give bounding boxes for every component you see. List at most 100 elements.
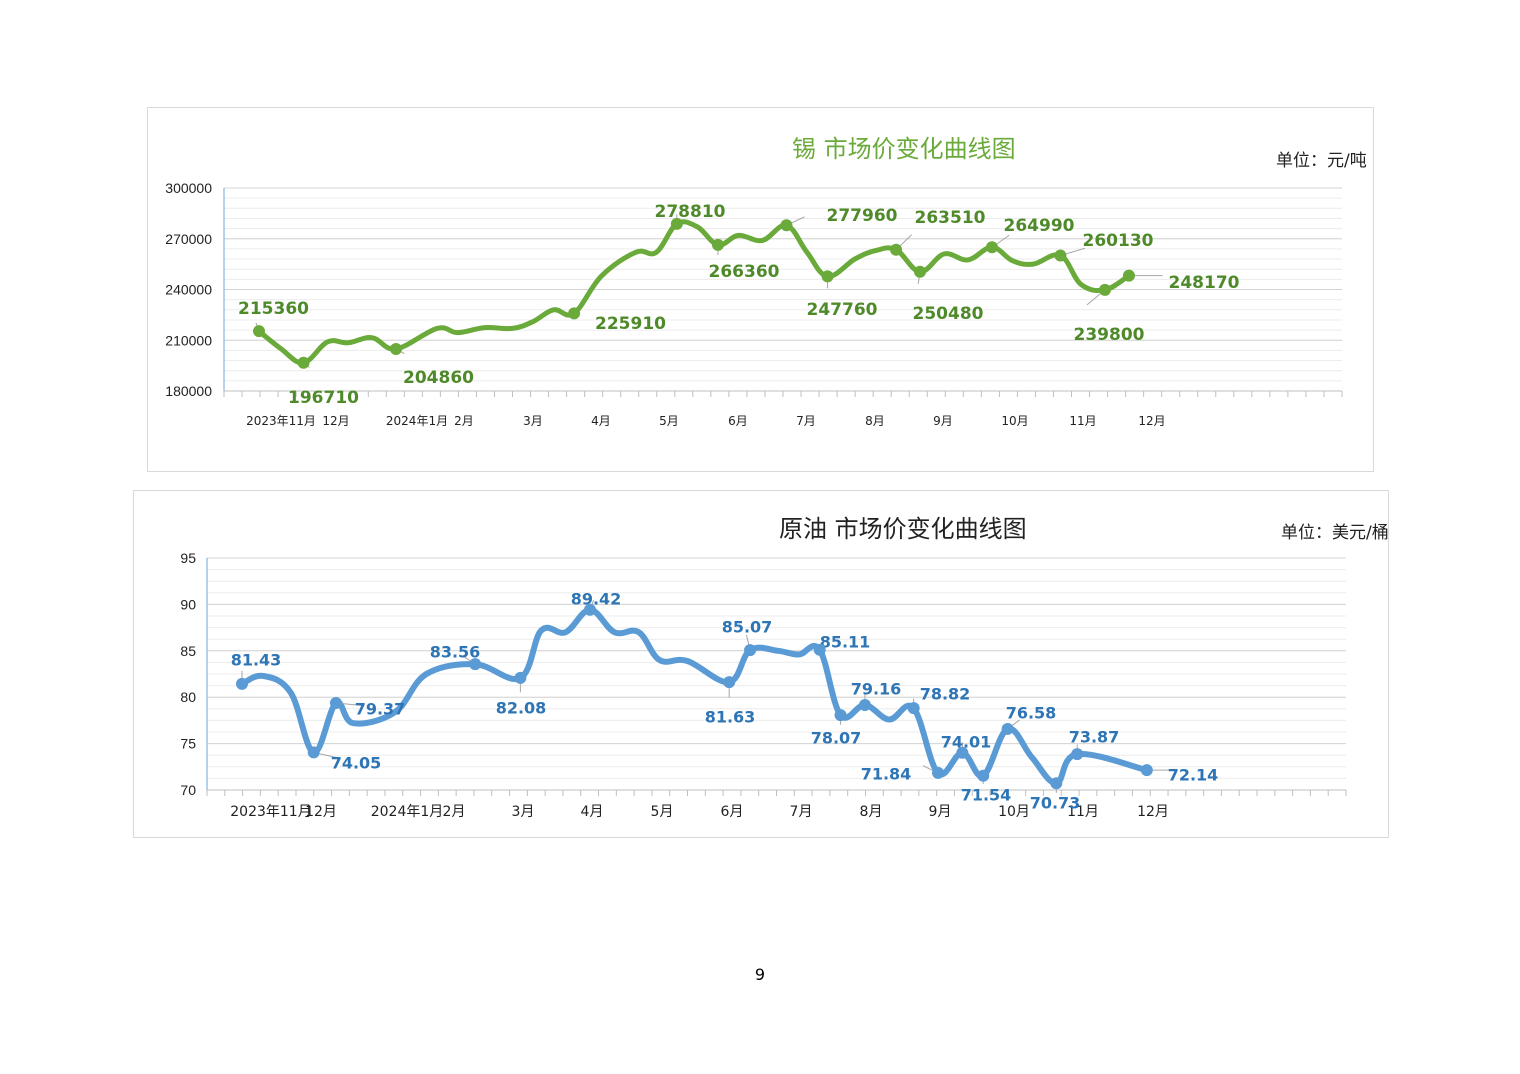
data-label: 70.73 — [1030, 794, 1081, 813]
page-number: 9 — [754, 965, 766, 984]
x-tick-label: 5月 — [659, 414, 679, 428]
data-label: 81.63 — [705, 708, 756, 727]
x-tick-label: 8月 — [865, 414, 885, 428]
x-tick-label: 12月 — [322, 414, 349, 428]
data-point — [1098, 283, 1111, 296]
data-label: 78.07 — [811, 729, 862, 748]
data-point — [780, 219, 793, 232]
data-label: 81.43 — [231, 651, 282, 670]
data-label: 277960 — [827, 206, 898, 226]
x-tick-label: 6月 — [728, 414, 748, 428]
data-point — [977, 769, 990, 782]
data-label: 250480 — [913, 304, 984, 324]
data-point — [711, 238, 724, 251]
chart-title: 锡 市场价变化曲线图 — [792, 135, 1016, 163]
data-point — [834, 709, 847, 722]
x-tick-label: 12月 — [1138, 414, 1165, 428]
data-label: 76.58 — [1006, 704, 1057, 723]
data-point — [1122, 269, 1135, 282]
data-point — [469, 658, 482, 671]
data-point — [907, 702, 920, 715]
data-label: 78.82 — [920, 685, 971, 704]
y-tick-label: 75 — [180, 736, 196, 752]
data-label: 248170 — [1169, 273, 1240, 293]
y-tick-label: 85 — [180, 643, 196, 659]
data-label: 263510 — [915, 208, 986, 228]
x-tick-label: 2023年11月 — [230, 804, 311, 820]
data-point — [1140, 764, 1153, 777]
x-tick-label: 8月 — [860, 804, 883, 820]
data-point — [985, 241, 998, 254]
data-point — [390, 342, 402, 355]
data-label: 266360 — [709, 262, 780, 282]
y-tick-label: 70 — [180, 782, 196, 798]
x-tick-label: 4月 — [591, 414, 611, 428]
x-tick-label: 3月 — [523, 414, 543, 428]
tin-price-chart: 锡 市场价变化曲线图 单位：元/吨 180000 210000 240000 270000… — [165, 135, 1366, 428]
x-tick-label: 9月 — [933, 414, 953, 428]
data-label: 71.54 — [961, 786, 1012, 805]
data-point — [297, 356, 310, 369]
x-tick-label: 2月 — [443, 804, 466, 820]
x-tick-label: 10月 — [1001, 414, 1028, 428]
data-label: 239800 — [1074, 325, 1145, 345]
data-point — [1050, 777, 1063, 790]
x-tick-label: 4月 — [581, 804, 604, 820]
data-label: 85.07 — [722, 618, 773, 637]
x-tick-label: 7月 — [796, 414, 816, 428]
data-label: 74.05 — [331, 754, 382, 773]
data-label: 196710 — [288, 388, 359, 408]
data-label: 225910 — [595, 314, 666, 334]
x-tick-label: 10月 — [998, 804, 1030, 820]
data-point — [236, 677, 248, 690]
data-point — [956, 746, 969, 759]
y-tick-label: 240000 — [165, 282, 212, 298]
x-tick-label: 9月 — [929, 804, 952, 820]
data-point — [329, 697, 342, 710]
x-tick-label: 11月 — [1067, 804, 1099, 820]
x-tick-label: 5月 — [651, 804, 674, 820]
data-label: 247760 — [807, 300, 878, 320]
data-point — [890, 243, 903, 256]
x-tick-label: 12月 — [1137, 804, 1169, 820]
data-point — [821, 270, 834, 283]
y-tick-label: 270000 — [165, 231, 212, 247]
x-tick-label: 11月 — [1069, 414, 1096, 428]
data-point — [723, 676, 736, 689]
data-label: 85.11 — [820, 633, 871, 652]
data-label: 72.14 — [1168, 766, 1219, 785]
x-tick-label: 3月 — [512, 804, 535, 820]
chart-title: 原油 市场价变化曲线图 — [779, 515, 1027, 543]
data-point — [932, 766, 944, 779]
x-tick-label: 7月 — [790, 804, 813, 820]
data-label: 74.01 — [941, 733, 992, 752]
data-point — [253, 325, 265, 338]
series-line — [239, 606, 1150, 787]
x-tick-label: 6月 — [721, 804, 744, 820]
y-tick-label: 300000 — [165, 180, 212, 196]
data-point — [914, 265, 927, 278]
data-point — [744, 644, 757, 657]
x-tick-label: 2024年1月 — [371, 804, 444, 820]
y-tick-label: 180000 — [165, 383, 212, 399]
data-label: 79.37 — [355, 700, 406, 719]
crude-oil-price-chart: 原油 市场价变化曲线图 单位：美元/桶7075808590952023年11月12… — [180, 515, 1389, 820]
data-point — [1054, 249, 1067, 262]
data-point — [1001, 722, 1014, 735]
data-point — [514, 671, 527, 684]
y-tick-label: 90 — [180, 596, 196, 612]
chart-unit-label: 单位：美元/桶 — [1281, 523, 1389, 543]
data-label: 71.84 — [861, 765, 912, 784]
data-label: 264990 — [1004, 216, 1075, 236]
y-tick-label: 210000 — [165, 332, 212, 348]
data-point — [307, 746, 320, 759]
data-point — [813, 643, 826, 656]
data-label: 260130 — [1083, 231, 1154, 251]
data-label: 73.87 — [1069, 728, 1120, 747]
data-point — [584, 603, 596, 616]
crude-oil-chart-panel: 原油 市场价变化曲线图 单位：美元/桶 70 75 80 85 90 95 2023年11月 12… — [133, 490, 1389, 838]
x-tick-label: 12月 — [305, 804, 337, 820]
data-label: 204860 — [403, 368, 474, 388]
data-label: 278810 — [655, 202, 726, 222]
data-label: 83.56 — [430, 643, 481, 662]
